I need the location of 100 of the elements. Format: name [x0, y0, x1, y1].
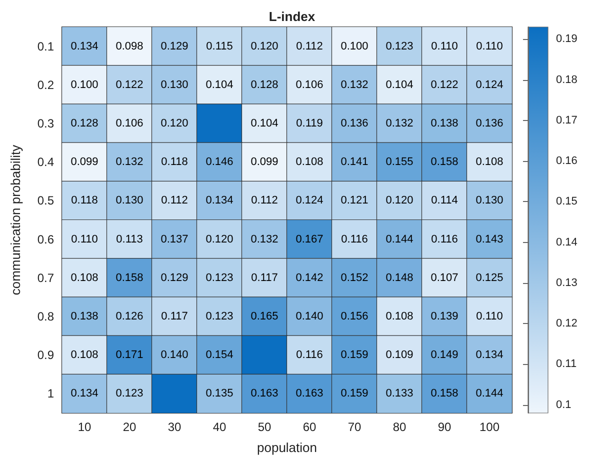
data-label: 0.122: [430, 78, 458, 91]
color-bar-label: 0.16: [556, 155, 578, 168]
data-label: 0.110: [476, 310, 503, 322]
data-label: 0.132: [386, 118, 414, 130]
data-label: 0.133: [386, 388, 414, 400]
data-label: 0.110: [476, 40, 503, 52]
data-label: 0.158: [116, 272, 144, 284]
data-label: 0.125: [476, 272, 504, 284]
data-label: 0.143: [476, 233, 504, 246]
data-label: 0.138: [430, 118, 458, 130]
data-label: 0.112: [161, 194, 188, 207]
data-label: 0.130: [116, 194, 144, 207]
data-label: 0.110: [431, 40, 458, 52]
data-label: 0.106: [116, 118, 144, 130]
data-label: 0.132: [340, 78, 368, 91]
data-label: 0.129: [160, 272, 188, 284]
data-label: 0.108: [386, 310, 414, 322]
y-tick-label: 1: [47, 386, 54, 401]
data-label: 0.123: [206, 310, 234, 322]
y-tick-label: 0.5: [37, 194, 54, 208]
data-label: 0.126: [116, 310, 144, 322]
data-label: 0.117: [161, 310, 188, 322]
data-label: 0.171: [116, 349, 144, 362]
x-tick-label: 80: [392, 420, 406, 434]
data-label: 0.152: [340, 272, 368, 284]
data-label: 0.113: [116, 233, 143, 246]
data-label: 0.130: [160, 78, 188, 91]
data-label: 0.165: [250, 310, 278, 322]
data-label: 0.107: [430, 272, 458, 284]
y-tick-label: 0.1: [37, 39, 54, 54]
data-label: 0.110: [71, 233, 98, 246]
x-tick-label: 100: [479, 420, 500, 434]
y-tick-label: 0.8: [37, 310, 54, 324]
data-label: 0.132: [250, 233, 278, 246]
data-label: 0.135: [206, 388, 234, 400]
data-label: 0.123: [206, 272, 234, 284]
color-bar-label: 0.17: [556, 114, 578, 126]
data-label: 0.114: [431, 194, 458, 207]
x-tick-label: 20: [122, 420, 136, 434]
y-tick-label: 0.9: [37, 348, 54, 362]
color-bar-label: 0.19: [556, 33, 578, 46]
data-label: 0.112: [296, 40, 323, 52]
data-label: 0.118: [71, 194, 98, 207]
data-label: 0.104: [386, 78, 414, 91]
data-label: 0.115: [206, 40, 233, 52]
data-label: 0.134: [476, 349, 504, 362]
data-label: 0.159: [340, 388, 368, 400]
data-label: 0.128: [250, 78, 278, 91]
data-label: 0.109: [386, 349, 414, 362]
data-label: 0.134: [206, 194, 234, 207]
data-label: 0.104: [206, 78, 234, 91]
data-label: 0.130: [476, 194, 504, 207]
data-label: 0.137: [160, 233, 188, 246]
color-bar-label: 0.11: [556, 358, 577, 370]
data-label: 0.120: [250, 40, 278, 52]
data-label: 0.163: [296, 388, 324, 400]
data-label: 0.108: [70, 349, 98, 362]
data-label: 0.140: [296, 310, 324, 322]
color-bar-label: 0.13: [556, 276, 578, 289]
data-label: 0.120: [160, 118, 188, 130]
data-label: 0.108: [70, 272, 98, 284]
data-label: 0.098: [116, 40, 144, 52]
color-bar-label: 0.18: [556, 74, 578, 86]
data-label: 0.134: [70, 40, 98, 52]
y-tick-label: 0.2: [37, 78, 54, 92]
data-label: 0.100: [340, 40, 368, 52]
data-label: 0.108: [296, 156, 324, 168]
x-tick-label: 50: [258, 420, 272, 434]
color-bar-label: 0.12: [556, 318, 578, 330]
color-bar-label: 0.15: [556, 196, 578, 208]
data-label: 0.129: [160, 40, 188, 52]
data-label: 0.163: [250, 388, 278, 400]
data-label: 0.136: [476, 118, 504, 130]
y-tick-label: 0.3: [37, 116, 54, 130]
data-label: 0.116: [341, 233, 368, 246]
y-tick-label: 0.6: [37, 232, 54, 246]
data-label: 0.121: [340, 194, 368, 207]
data-label: 0.146: [206, 156, 234, 168]
data-label: 0.167: [296, 233, 324, 246]
data-label: 0.120: [206, 233, 234, 246]
data-label: 0.100: [70, 78, 98, 91]
data-label: 0.123: [386, 40, 414, 52]
data-label: 0.136: [340, 118, 368, 130]
data-label: 0.132: [116, 156, 144, 168]
data-label: 0.124: [476, 78, 504, 91]
color-bar-label: 0.1: [556, 398, 572, 411]
data-label: 0.104: [250, 118, 278, 130]
data-label: 0.138: [70, 310, 98, 322]
data-label: 0.123: [116, 388, 144, 400]
data-label: 0.117: [251, 272, 278, 284]
y-axis-title: communication probability: [8, 144, 23, 296]
data-label: 0.120: [386, 194, 414, 207]
data-label: 0.099: [250, 156, 278, 168]
data-label: 0.158: [430, 156, 458, 168]
x-axis-title: population: [257, 440, 317, 455]
data-label: 0.148: [386, 272, 414, 284]
y-tick-label: 0.4: [37, 155, 54, 170]
x-tick-label: 60: [302, 420, 316, 434]
data-label: 0.139: [430, 310, 458, 322]
data-label: 0.158: [430, 388, 458, 400]
